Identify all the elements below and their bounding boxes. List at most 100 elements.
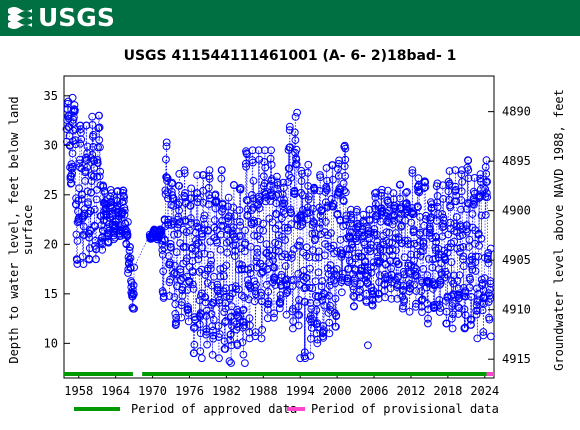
data-point: [181, 189, 189, 197]
data-point: [259, 172, 268, 181]
data-point: [210, 234, 219, 242]
data-point: [202, 312, 211, 320]
left-tick-label: 15: [44, 287, 58, 301]
data-point: [195, 320, 204, 329]
data-point: [168, 178, 177, 187]
data-point: [75, 163, 84, 172]
left-tick-label: 30: [44, 138, 58, 152]
data-point: [445, 195, 453, 204]
data-point: [462, 205, 471, 213]
data-point: [123, 227, 131, 236]
data-point: [287, 174, 295, 182]
data-point: [96, 143, 104, 152]
data-point: [215, 354, 223, 363]
data-point: [476, 170, 485, 179]
data-point: [220, 308, 229, 317]
data-point: [477, 178, 485, 186]
data-point: [417, 287, 426, 296]
data-point: [329, 199, 338, 208]
data-point: [457, 205, 465, 214]
data-point: [305, 192, 313, 201]
data-point: [379, 246, 388, 255]
data-point: [199, 171, 208, 179]
data-point: [172, 313, 181, 322]
data-point: [464, 174, 473, 183]
data-point: [162, 173, 171, 182]
data-point: [255, 197, 264, 205]
data-point: [470, 200, 478, 209]
data-point: [188, 257, 197, 266]
data-point: [341, 188, 350, 197]
x-tick-label: 2006: [360, 384, 389, 398]
data-point: [372, 215, 380, 224]
data-point: [279, 178, 288, 187]
data-point: [217, 174, 226, 183]
data-point: [468, 210, 477, 218]
data-point: [466, 256, 474, 265]
data-point: [77, 135, 86, 144]
data-point: [415, 188, 424, 197]
data-point: [129, 290, 138, 299]
data-point: [257, 334, 266, 343]
data-point: [276, 299, 285, 308]
data-point: [330, 270, 339, 279]
data-point: [86, 207, 95, 216]
data-point: [128, 285, 137, 294]
data-point: [449, 279, 458, 288]
data-point: [408, 166, 417, 175]
data-point: [84, 198, 92, 207]
data-point: [450, 271, 458, 280]
data-series: [62, 93, 495, 368]
data-point: [237, 232, 245, 240]
data-point: [306, 264, 314, 273]
data-point: [258, 325, 267, 334]
data-point: [196, 347, 205, 356]
data-point: [313, 339, 322, 348]
data-point: [190, 313, 199, 322]
usgs-logo[interactable]: USGS: [6, 4, 115, 32]
data-point: [252, 280, 260, 289]
data-point: [484, 259, 493, 268]
data-point: [418, 295, 427, 304]
data-point: [92, 245, 101, 253]
data-point: [326, 261, 335, 269]
data-point: [283, 288, 292, 297]
data-point: [76, 125, 85, 134]
data-point: [250, 219, 259, 228]
data-point: [292, 160, 301, 169]
data-point: [257, 291, 266, 300]
data-point: [340, 186, 349, 195]
data-point: [198, 243, 207, 252]
data-point: [125, 256, 134, 264]
data-point: [212, 226, 221, 234]
data-point: [184, 309, 193, 317]
data-point: [342, 211, 351, 220]
data-point: [73, 218, 82, 227]
data-point: [104, 229, 113, 238]
data-point: [419, 247, 427, 256]
data-point: [407, 250, 416, 259]
data-point: [177, 275, 186, 284]
data-point: [184, 305, 193, 314]
data-point: [315, 247, 323, 256]
data-point: [201, 293, 210, 302]
data-point: [308, 284, 317, 293]
data-point: [255, 155, 264, 164]
x-tick-label: 1982: [212, 384, 241, 398]
data-point: [309, 246, 318, 255]
data-point: [478, 279, 487, 287]
x-tick-label: 1994: [286, 384, 315, 398]
data-point: [257, 269, 265, 278]
data-point: [73, 260, 82, 268]
data-point: [192, 219, 201, 228]
data-point: [189, 285, 198, 293]
data-point: [274, 240, 283, 249]
x-tick-label: 2024: [470, 384, 499, 398]
data-point: [243, 211, 252, 219]
data-point: [485, 315, 494, 324]
data-point: [172, 270, 181, 279]
data-point: [387, 294, 396, 303]
data-point: [329, 202, 338, 211]
data-point: [68, 149, 77, 158]
data-point: [402, 188, 410, 197]
